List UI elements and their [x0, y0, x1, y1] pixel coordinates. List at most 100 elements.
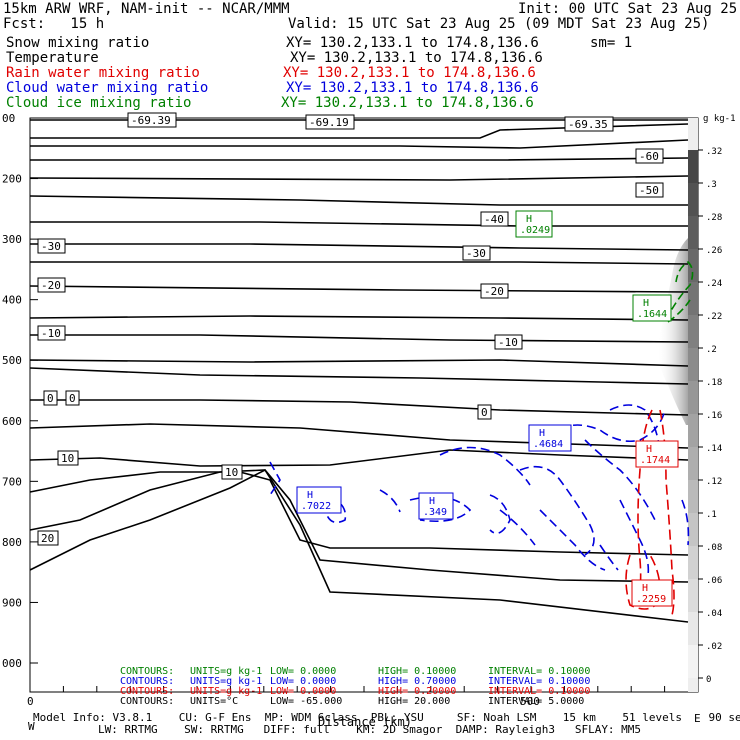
- x-tick-zero: 0: [27, 695, 34, 708]
- maximum-label: H: [429, 496, 435, 507]
- temperature-contours: [29, 119, 689, 623]
- temperature-label: -10: [37, 325, 66, 341]
- temperature-label: -30: [37, 238, 66, 254]
- contour-legend-text: HIGH= 20.000: [378, 696, 450, 707]
- temperature-label-text: -69.39: [131, 114, 171, 127]
- temperature-label: -50: [635, 182, 664, 198]
- temperature-label-box: [477, 404, 492, 420]
- temperature-label-text: -50: [639, 184, 659, 197]
- temperature-label-box: [480, 211, 509, 227]
- maximum-value: .7022: [301, 501, 331, 512]
- maximum-marker: H.4684: [528, 424, 572, 452]
- temperature-label-text: -20: [41, 279, 61, 292]
- temperature-label-box: [37, 325, 66, 341]
- field-xy-rain: XY= 130.2,133.1 to 174.8,136.6: [283, 65, 536, 81]
- field-name-snow: Snow mixing ratio: [6, 35, 150, 51]
- temperature-label-box: [37, 238, 66, 254]
- colorbar-tick-label: .12: [706, 477, 722, 487]
- maximum-value: .1744: [640, 455, 670, 466]
- temperature-label-text: -30: [466, 247, 486, 260]
- temperature-label-box: [37, 277, 66, 293]
- colorbar-unit: g kg-1: [703, 114, 736, 124]
- plot-frame: [29, 117, 699, 693]
- cloud-water-contours: [269, 404, 690, 576]
- field-name-rain: Rain water mixing ratio: [6, 65, 200, 81]
- colorbar-step: [688, 315, 698, 348]
- model-info: Model Info: V3.8.1 CU: G-F Ens MP: WDM 6…: [33, 711, 740, 724]
- maximum-box: [635, 440, 679, 468]
- colorbar-tick-label: .14: [706, 444, 722, 454]
- temperature-label: -69.35: [564, 116, 614, 132]
- colorbar-step: [688, 216, 698, 249]
- contour-legend-text: UNITS=g kg-1: [190, 666, 262, 677]
- maximum-value: .349: [423, 507, 447, 518]
- colorbar-tick-label: .18: [706, 378, 722, 388]
- x-corner-w: W: [28, 720, 35, 733]
- colorbar-tick-label: .28: [706, 213, 722, 223]
- maximum-marker: H.349: [418, 492, 454, 520]
- temperature-label: 10: [57, 450, 79, 466]
- contour-legend-text: INTERVAL= 0.10000: [488, 666, 590, 677]
- temperature-label: 0: [65, 390, 80, 406]
- temperature-label: -30: [462, 245, 491, 261]
- colorbar-tick-label: .06: [706, 576, 722, 586]
- temperature-label: -40: [480, 211, 509, 227]
- colorbar-step: [688, 249, 698, 282]
- maximum-marker: H.7022: [296, 486, 342, 514]
- y-tick-label: 800: [2, 536, 22, 549]
- contour-legend-text: HIGH= 0.10000: [378, 666, 456, 677]
- y-tick-label: 700: [2, 475, 22, 488]
- temperature-label: -69.19: [305, 114, 355, 130]
- maximum-value: .2259: [636, 594, 666, 605]
- maximum-box: [418, 492, 454, 520]
- init-time: Init: 00 UTC Sat 23 Aug 25: [518, 1, 738, 17]
- maximum-value: .0249: [520, 225, 550, 236]
- field-smoothing: sm= 1: [590, 35, 633, 51]
- colorbar-step: [688, 447, 698, 480]
- maximum-marker: H.1644: [632, 294, 672, 322]
- colorbar-tick-label: .24: [706, 279, 722, 289]
- forecast-hour: Fcst: 15 h: [3, 16, 105, 32]
- colorbar-step: [688, 480, 698, 513]
- contour-legend-text: CONTOURS:: [120, 676, 174, 687]
- temperature-label-text: 0: [481, 406, 488, 419]
- temperature-label: -69.39: [127, 112, 177, 128]
- colorbar-step: [688, 414, 698, 447]
- maximum-marker: H.1744: [635, 440, 679, 468]
- contour-legend-text: UNITS=g kg-1: [190, 676, 262, 687]
- physics-info: LW: RRTMG SW: RRTMG DIFF: full KM: 2D Sm…: [98, 723, 642, 736]
- colorbar-step: [688, 579, 698, 612]
- valid-time: Valid: 15 UTC Sat 23 Aug 25 (09 MDT Sat …: [288, 16, 710, 32]
- colorbar-tick-label: .08: [706, 543, 722, 553]
- temperature-label-text: 10: [225, 466, 238, 479]
- field-xy-cloud-ice: XY= 130.2,133.1 to 174.8,136.6: [281, 95, 534, 111]
- temperature-label: 20: [37, 530, 59, 546]
- colorbar-step: [688, 282, 698, 315]
- y-tick-label: 200: [2, 173, 22, 186]
- maximum-value: .4684: [533, 439, 563, 450]
- maximum-label: H: [307, 490, 313, 501]
- temperature-label-text: 20: [41, 532, 54, 545]
- colorbar-tick-label: 0: [706, 675, 711, 685]
- y-tick-label: 500: [2, 354, 22, 367]
- colorbar-tick-label: .3: [706, 180, 717, 190]
- temperature-label-text: -69.19: [309, 116, 349, 129]
- temperature-label-box: [221, 464, 243, 480]
- colorbar-step: [688, 150, 698, 183]
- colorbar-tick-label: .32: [706, 147, 722, 157]
- contour-legend-text: LOW= 0.0000: [270, 676, 336, 687]
- temperature-label-text: -20: [484, 285, 504, 298]
- colorbar-step: [688, 612, 698, 645]
- field-xy-snow: XY= 130.2,133.1 to 174.8,136.6: [286, 35, 539, 51]
- contour-legend-text: CONTOURS:: [120, 696, 174, 707]
- colorbar-tick-label: .16: [706, 411, 722, 421]
- temperature-label-box: [480, 283, 509, 299]
- maximum-label: H: [646, 444, 652, 455]
- field-name-cloud-ice: Cloud ice mixing ratio: [6, 95, 192, 111]
- field-xy-cloud-water: XY= 130.2,133.1 to 174.8,136.6: [286, 80, 539, 96]
- temperature-label-box: [37, 530, 59, 546]
- temperature-label-text: 10: [61, 452, 74, 465]
- colorbar-step: [688, 381, 698, 414]
- contour-legend-text: LOW= 0.0000: [270, 686, 336, 697]
